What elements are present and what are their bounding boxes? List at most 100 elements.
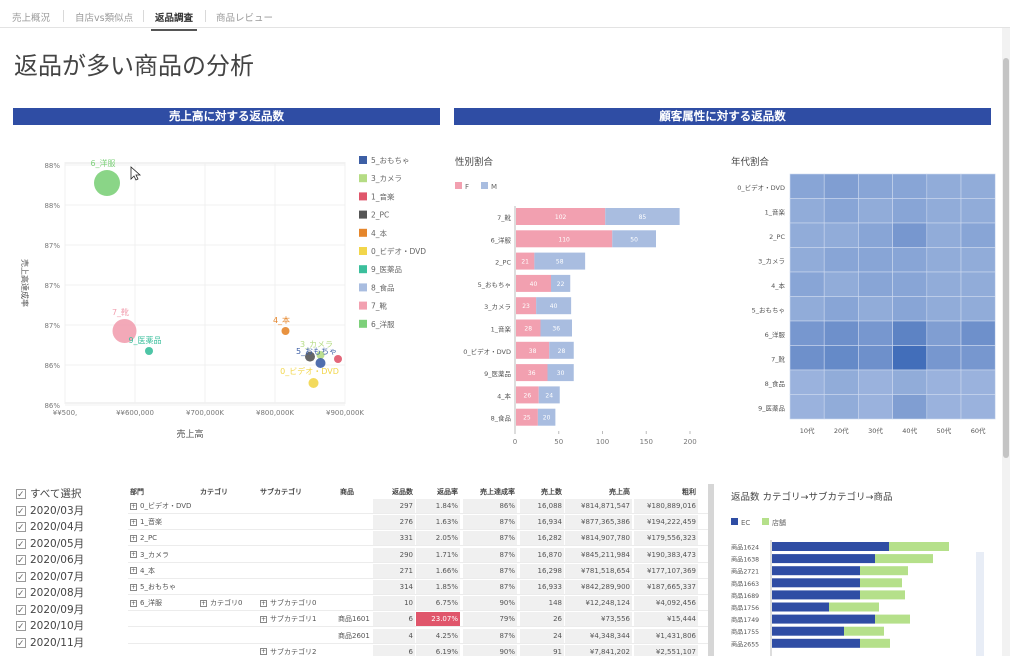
bar-value-label: 40	[530, 281, 538, 288]
header-cell[interactable]: 売上達成率	[480, 488, 515, 496]
value-cell: 87%	[463, 514, 515, 530]
tab-bar: 売上概況 自店vs類似点 返品調査 商品レビュー	[0, 0, 1010, 31]
filter-item[interactable]: 2020/03月	[14, 503, 114, 520]
expand-icon[interactable]: +	[130, 534, 137, 542]
subcategory-cell: + サブカテゴリ1	[260, 611, 338, 627]
table-row[interactable]: +6_洋服 + カテゴリ0 + サブカテゴリ0 10 6.75% 90% 148 ¥12,248,…	[128, 595, 714, 612]
x-tick-label: ¥700,000K	[186, 409, 224, 417]
cell-text: 314	[399, 583, 413, 591]
table-row[interactable]: +2_PC 331 2.05% 87% 16,282 ¥814,907,780 ¥179,5…	[128, 530, 714, 547]
scatter-point	[308, 378, 319, 388]
header-cell[interactable]: 部門	[130, 488, 144, 496]
heatmap-cell	[926, 271, 962, 297]
value-cell: 16,933	[520, 579, 563, 595]
bar-segment	[772, 554, 875, 564]
table-row[interactable]: 商品2601 4 4.25% 87% 24 ¥4,348,344 ¥1,431,806	[128, 628, 714, 644]
header-cell[interactable]: 売上高	[609, 488, 630, 496]
tab-sales-overview[interactable]: 売上概況	[12, 13, 51, 24]
heatmap-cell	[858, 247, 893, 273]
expand-icon[interactable]: +	[130, 567, 137, 575]
table-row[interactable]: +5_おもちゃ 314 1.85% 87% 16,933 ¥842,289,900 ¥187…	[128, 579, 714, 595]
bar-segment	[516, 408, 538, 426]
tab-store-comparison[interactable]: 自店vs類似点	[75, 13, 134, 24]
legend-label: 5_おもちゃ	[371, 156, 410, 165]
expand-icon[interactable]: +	[130, 502, 137, 510]
table-row[interactable]: +1_音楽 276 1.63% 87% 16,934 ¥877,365,386 ¥194,2…	[128, 514, 714, 531]
bar-segment	[860, 566, 908, 576]
bar-segment	[772, 602, 829, 612]
category-label: 1_音楽	[491, 325, 512, 334]
checkbox[interactable]	[16, 636, 26, 652]
cell-background	[520, 515, 564, 530]
checkbox[interactable]	[16, 586, 26, 602]
expand-icon[interactable]: +	[130, 583, 137, 591]
expand-icon[interactable]: +	[260, 648, 267, 656]
expand-icon[interactable]: +	[200, 599, 207, 607]
expand-icon[interactable]: +	[130, 599, 137, 607]
value-cell: 297	[373, 498, 413, 514]
cell-text: ¥1,431,806	[655, 631, 696, 640]
header-cell[interactable]: 粗利	[682, 488, 696, 496]
tab-returns[interactable]: 返品調査	[150, 10, 198, 31]
filter-item[interactable]: 2020/09月	[14, 602, 114, 619]
filter-item[interactable]: すべて選択	[14, 486, 114, 503]
heatmap-cell	[823, 198, 859, 224]
cell-text: 26	[553, 615, 562, 624]
expand-icon[interactable]: +	[130, 518, 137, 526]
cell-background	[634, 612, 698, 627]
page-scrollbar[interactable]	[1002, 28, 1010, 656]
header-cell[interactable]: 商品	[340, 488, 354, 496]
expand-icon[interactable]: +	[260, 599, 267, 607]
filter-item[interactable]: 2020/05月	[14, 536, 114, 553]
checkbox[interactable]	[16, 487, 26, 503]
filter-item[interactable]: 2020/11月	[14, 635, 114, 652]
table-row[interactable]: + サブカテゴリ1 商品1601 6 23.07% 79% 26 ¥73,556 ¥15,444	[128, 611, 714, 628]
value-cell: 10	[373, 595, 413, 611]
filter-item[interactable]: 2020/10月	[14, 618, 114, 635]
pivot-scrollbar[interactable]	[708, 484, 714, 656]
legend-swatch	[359, 156, 367, 164]
checkbox[interactable]	[16, 553, 26, 569]
cell-background	[520, 580, 564, 594]
header-cell[interactable]: サブカテゴリ	[260, 488, 302, 496]
expand-icon[interactable]: +	[260, 615, 267, 623]
checkbox[interactable]	[16, 619, 26, 635]
checkbox[interactable]	[16, 504, 26, 520]
checkbox[interactable]	[16, 520, 26, 536]
value-cell: 6.19%	[416, 644, 458, 656]
header-cell[interactable]: 返品率	[437, 488, 458, 496]
subcategory-cell: + サブカテゴリ0	[260, 595, 338, 611]
cell-text: 90%	[499, 599, 515, 608]
cell-background	[463, 596, 517, 611]
table-row[interactable]: +4_本 271 1.66% 87% 16,298 ¥781,518,654 ¥177,10…	[128, 563, 714, 579]
bar-segment	[549, 341, 574, 359]
table-row[interactable]: +0_ビデオ・DVD 297 1.84% 86% 16,088 ¥814,871,547 ¥…	[128, 498, 714, 514]
filter-label: 2020/03月	[30, 504, 85, 517]
age-heatmap: 0_ビデオ・DVD 1_音楽 2_PC 3_カメラ 4_本 5_おもちゃ 6_洋服 7_靴 8_…	[737, 173, 996, 435]
checkbox[interactable]	[16, 537, 26, 553]
filter-item[interactable]: 2020/08月	[14, 585, 114, 602]
cell-text: 1_音楽	[140, 518, 162, 527]
filter-item[interactable]: 2020/06月	[14, 552, 114, 569]
header-cell[interactable]: 売上数	[541, 488, 562, 496]
legend-swatch	[359, 192, 367, 201]
heatmap-cell	[892, 369, 928, 395]
point-label: 3_カメラ	[300, 340, 333, 349]
table-row[interactable]: + サブカテゴリ2 6 6.19% 90% 91 ¥7,841,202 ¥2,551,107	[128, 644, 714, 656]
cell-background	[634, 531, 698, 546]
checkbox[interactable]	[16, 603, 26, 619]
checkbox[interactable]	[16, 570, 26, 586]
filter-item[interactable]: 2020/07月	[14, 569, 114, 586]
category-label: 7_靴	[497, 213, 511, 222]
header-cell[interactable]: カテゴリ	[200, 488, 228, 496]
cell-text: ¥814,871,547	[581, 502, 630, 510]
header-cell[interactable]: 返品数	[392, 488, 413, 496]
expand-icon[interactable]: +	[130, 551, 137, 559]
tab-reviews[interactable]: 商品レビュー	[216, 13, 274, 24]
heatmap-cell	[789, 247, 825, 273]
table-row[interactable]: +3_カメラ 290 1.71% 87% 16,870 ¥845,211,984 ¥190,…	[128, 547, 714, 563]
point-label: 0_ビデオ・DVD	[280, 366, 339, 376]
heatmap-col-label: 50代	[937, 426, 952, 435]
filter-item[interactable]: 2020/04月	[14, 519, 114, 536]
scrollbar-thumb[interactable]	[1003, 58, 1009, 458]
